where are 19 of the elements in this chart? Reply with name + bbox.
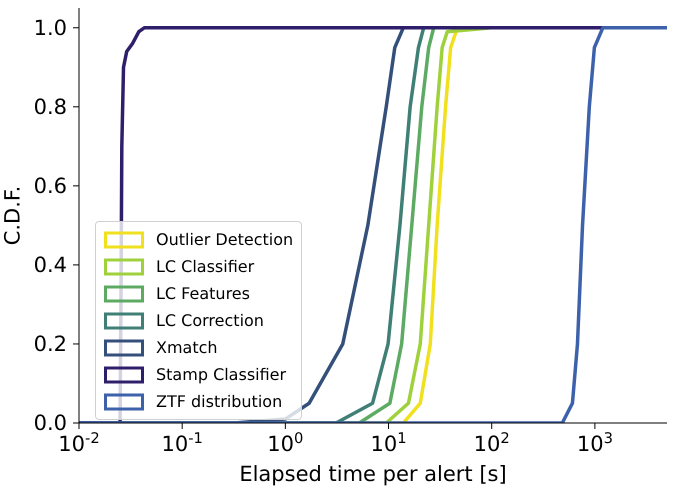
y-tick-label: 0.2 (34, 332, 67, 356)
y-axis-title: C.D.F. (0, 186, 24, 246)
x-tick-label: 10$^{-1}$ (161, 430, 203, 456)
y-tick-label: 0.6 (34, 174, 67, 198)
legend-label: LC Features (156, 284, 250, 303)
legend-label: LC Correction (156, 311, 264, 330)
y-tick-label: 1.0 (34, 16, 67, 40)
x-tick-label: 10$^{0}$ (267, 430, 304, 456)
x-tick-label: 10$^{2}$ (474, 430, 510, 456)
y-tick-label: 0.8 (34, 94, 67, 119)
x-tick-label: 10$^{1}$ (370, 430, 407, 456)
legend-label: ZTF distribution (156, 392, 282, 411)
legend-label: LC Classifier (156, 257, 254, 276)
legend-label: Stamp Classifier (156, 365, 286, 384)
x-tick-label: 10$^{3}$ (576, 430, 613, 456)
legend-label: Outlier Detection (156, 230, 294, 249)
y-tick-label: 0.4 (34, 252, 67, 277)
legend-label: Xmatch (156, 338, 218, 357)
x-axis-title: Elapsed time per alert [s] (239, 462, 507, 486)
